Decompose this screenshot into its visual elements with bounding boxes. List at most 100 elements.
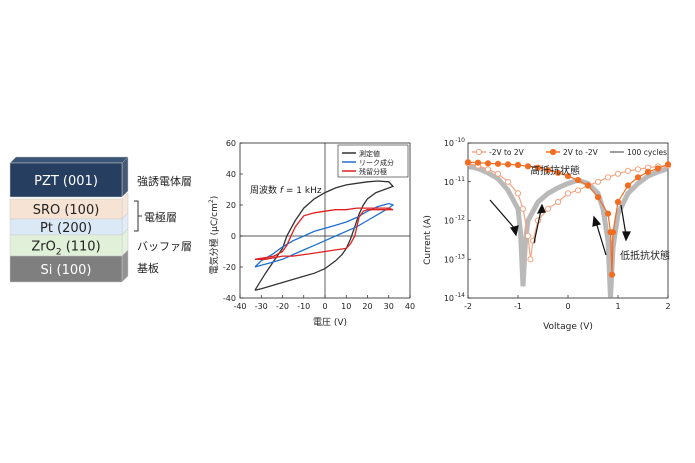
x-tick-label: 40 bbox=[405, 302, 415, 311]
y-tick-label: 20 bbox=[226, 201, 236, 210]
legend-label: 100 cycles bbox=[627, 148, 667, 157]
buffer-annotation: バッファ層 bbox=[137, 240, 192, 253]
x-tick-label: 0 bbox=[322, 302, 327, 311]
layer-label: Pt (200) bbox=[40, 221, 92, 236]
data-point bbox=[634, 166, 642, 173]
arrow-up-left-head bbox=[536, 203, 546, 214]
data-point bbox=[584, 182, 592, 189]
data-point bbox=[544, 167, 552, 174]
data-point bbox=[494, 170, 502, 177]
layer-label: ZrO2 (110) bbox=[31, 240, 100, 258]
data-point bbox=[519, 205, 527, 212]
frequency-annotation: 周波数 f = 1 kHz bbox=[250, 184, 322, 196]
x-tick-label: 30 bbox=[384, 302, 394, 311]
y-tick-label: 10 bbox=[444, 255, 454, 264]
series-line-2 bbox=[254, 207, 394, 260]
legend-marker bbox=[549, 148, 557, 156]
data-point bbox=[644, 168, 652, 176]
series-line-2 bbox=[467, 163, 669, 299]
y-tick-exponent: -11 bbox=[455, 176, 465, 183]
y-tick-label: 40 bbox=[226, 170, 236, 179]
y-tick-label: 60 bbox=[226, 139, 236, 148]
y-tick-exponent: -13 bbox=[455, 253, 465, 260]
data-point bbox=[527, 256, 534, 263]
legend-label: 測定値 bbox=[359, 149, 380, 158]
x-tick-label: 2 bbox=[665, 302, 670, 311]
data-point bbox=[654, 165, 662, 172]
x-tick-label: -20 bbox=[276, 302, 289, 311]
data-point bbox=[634, 174, 642, 181]
arrow-down-left bbox=[489, 199, 517, 231]
data-point bbox=[514, 190, 522, 197]
data-point bbox=[484, 166, 492, 173]
data-point bbox=[534, 164, 542, 171]
arrow-down-right-head bbox=[622, 231, 631, 242]
annotations: 強誘電体層 電極層 バッファ層 基板 bbox=[134, 174, 192, 275]
layer-stack-diagram: PZT (001) SRO (100) Pt (200) ZrO2 (110) Si (… bbox=[9, 156, 192, 283]
layer-4: Si (100) bbox=[9, 249, 129, 283]
data-point bbox=[524, 232, 532, 240]
data-point bbox=[594, 194, 602, 201]
data-point bbox=[604, 174, 612, 181]
x-tick-label: -1 bbox=[514, 302, 522, 311]
y-tick-label: 10 bbox=[444, 139, 454, 148]
layer-0: PZT (001) bbox=[9, 156, 129, 198]
data-point bbox=[624, 182, 632, 189]
x-axis-label: Voltage (V) bbox=[543, 322, 593, 332]
x-tick-label: 1 bbox=[615, 302, 620, 311]
data-point bbox=[504, 161, 512, 168]
data-point bbox=[514, 161, 522, 169]
legend-label: リーク成分 bbox=[359, 158, 394, 167]
x-axis-label: 電圧 (V) bbox=[313, 317, 347, 328]
y-axis-label: Current (A) bbox=[423, 215, 433, 265]
electrode-annotation: 電極層 bbox=[144, 210, 177, 224]
data-point bbox=[564, 173, 572, 180]
layer-label: PZT (001) bbox=[34, 174, 98, 189]
arrow-down-left-head bbox=[510, 225, 519, 237]
y-tick-exponent: -14 bbox=[455, 292, 465, 299]
data-point bbox=[554, 169, 562, 176]
arrow-down-right bbox=[620, 204, 627, 236]
y-tick-label: 0 bbox=[231, 232, 236, 241]
data-point bbox=[574, 187, 582, 194]
data-point bbox=[664, 161, 672, 168]
data-point bbox=[607, 229, 614, 236]
layer-1: SRO (100) bbox=[9, 192, 129, 220]
data-point bbox=[614, 170, 622, 177]
polarization-hysteresis-chart: -40 -30 -20 -10 0 10 20 30 40 -40 -20 0 20 40 60 測定値リー… bbox=[208, 139, 415, 328]
data-point bbox=[484, 160, 492, 167]
low-resistance-annotation: 低抵抗状態 bbox=[620, 249, 670, 262]
x-tick-label: -30 bbox=[255, 302, 268, 311]
arrow-up-left bbox=[533, 209, 542, 244]
data-point bbox=[554, 198, 562, 206]
pzt-annotation: 強誘電体層 bbox=[137, 174, 192, 188]
y-tick-exponent: -12 bbox=[455, 215, 465, 222]
x-tick-label: 10 bbox=[341, 302, 351, 311]
x-tick-label: -10 bbox=[297, 302, 310, 311]
x-tick-label: 20 bbox=[362, 302, 372, 311]
y-tick-label: -40 bbox=[223, 294, 236, 303]
layer-label: SRO (100) bbox=[33, 203, 100, 218]
series-line-0 bbox=[254, 180, 395, 291]
data-point bbox=[614, 198, 622, 206]
y-tick-label: 10 bbox=[444, 178, 454, 187]
legend: -2V to 2V 2V to -2V 100 cycles bbox=[472, 148, 667, 157]
data-point bbox=[624, 167, 632, 175]
y-axis-label: 電気分極 (μC/cm2) bbox=[208, 196, 220, 274]
legend-marker bbox=[475, 148, 483, 156]
layer-3: ZrO2 (110) bbox=[9, 228, 129, 258]
data-point bbox=[574, 177, 582, 184]
data-point bbox=[494, 160, 502, 167]
arrow-up-right bbox=[595, 221, 607, 256]
data-point bbox=[608, 271, 616, 278]
data-point bbox=[464, 159, 472, 166]
high-resistance-annotation: 高抵抗状態 bbox=[530, 164, 580, 177]
legend-label: -2V to 2V bbox=[489, 148, 525, 157]
sweep-arrows bbox=[489, 199, 631, 256]
y-tick-label: 10 bbox=[444, 217, 454, 226]
arrow-up-right-head bbox=[592, 215, 602, 227]
y-tick-exponent: -10 bbox=[455, 137, 465, 144]
x-tick-label: -40 bbox=[233, 302, 246, 311]
data-point bbox=[594, 178, 602, 185]
